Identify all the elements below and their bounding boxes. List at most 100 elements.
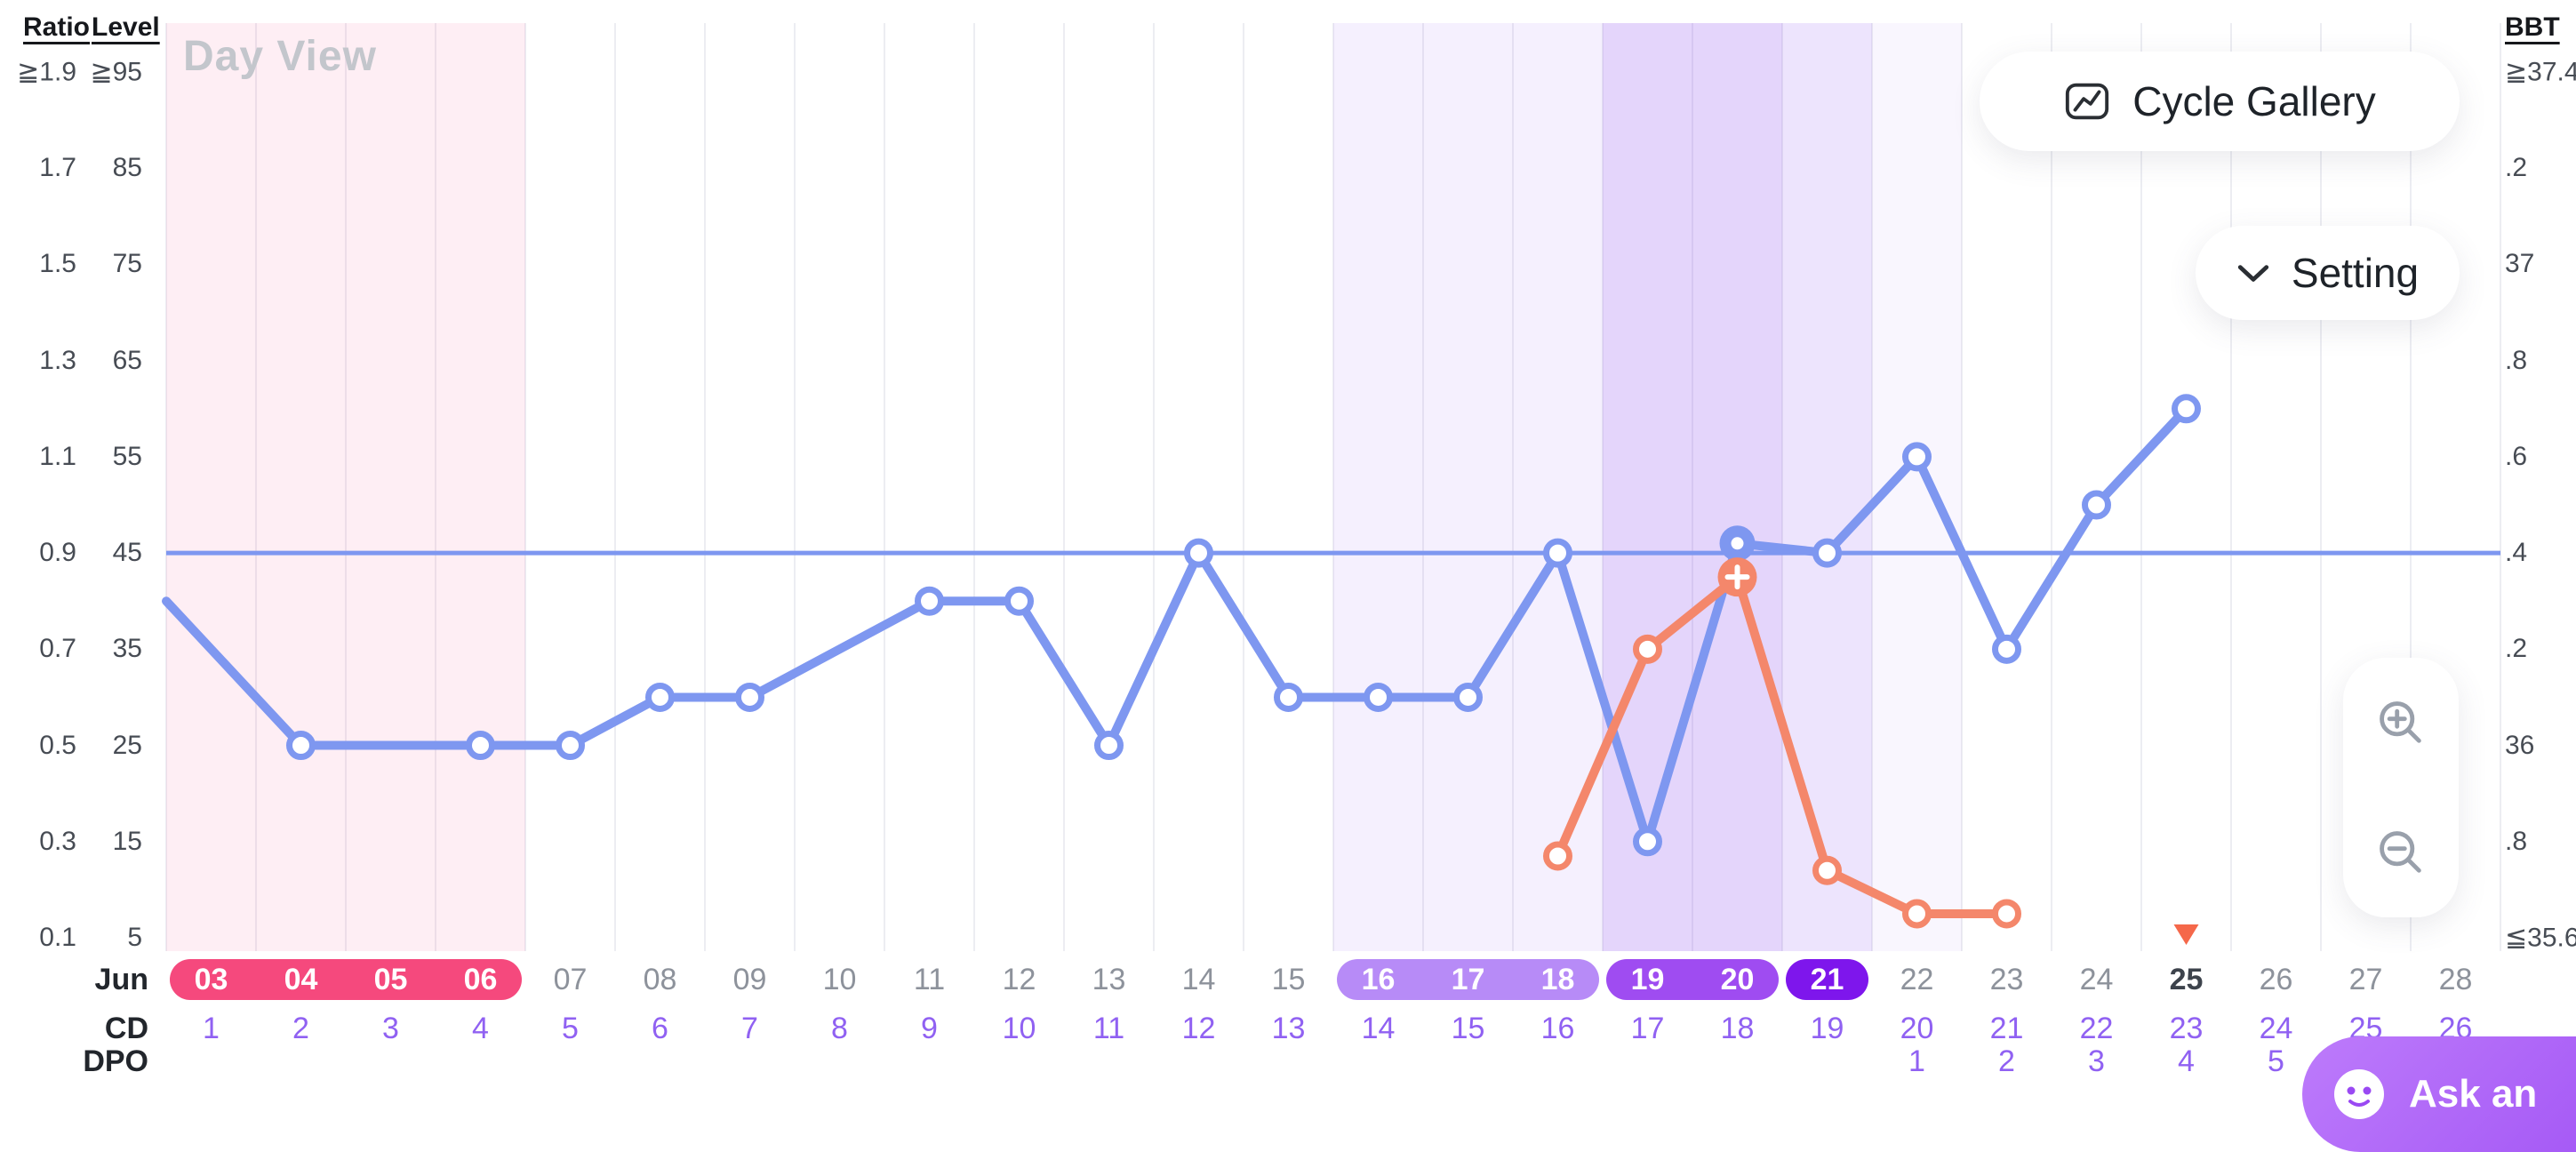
- chevron-down-icon: [2237, 265, 2269, 282]
- bbt-point[interactable]: [2172, 394, 2201, 424]
- day-cell-today[interactable]: 25: [2169, 963, 2204, 996]
- day-cell[interactable]: 11: [913, 963, 946, 996]
- cycle-day-cell: 11: [1092, 1012, 1125, 1045]
- dpo-cell: 2: [1998, 1044, 2015, 1078]
- peak-day-pill[interactable]: [1786, 959, 1868, 1000]
- bbt-point[interactable]: [1902, 442, 1932, 472]
- level-axis-title: Level: [92, 12, 160, 42]
- fertile-day-pill[interactable]: [1337, 959, 1599, 1000]
- ratio-tick: 0.5: [39, 730, 76, 760]
- day-cell[interactable]: 28: [2438, 963, 2473, 996]
- day-cell[interactable]: 16: [1361, 963, 1396, 996]
- ratio-point[interactable]: [1812, 855, 1842, 885]
- bbt-point[interactable]: [1543, 538, 1572, 568]
- ratio-point[interactable]: [1992, 899, 2021, 929]
- day-cell[interactable]: 07: [553, 963, 588, 996]
- bbt-point[interactable]: [1274, 682, 1303, 712]
- cycle-chart-page: { "palette": { "bbt_line": "#7e97f0", "r…: [0, 12, 2576, 1152]
- setting-label: Setting: [2291, 250, 2420, 296]
- bbt-tick: .2: [2505, 634, 2528, 664]
- ratio-tick: 0.7: [39, 634, 76, 664]
- bbt-tick: 36: [2505, 730, 2535, 760]
- cycle-day-cell: 16: [1540, 1012, 1575, 1045]
- level-tick: ≧95: [90, 57, 142, 87]
- day-cell[interactable]: 21: [1810, 963, 1844, 996]
- cycle-day-cell: 9: [921, 1012, 938, 1045]
- ratio-tick: ≧1.9: [17, 57, 76, 87]
- level-tick: 45: [112, 538, 142, 568]
- chart-canvas: [162, 23, 2501, 951]
- cycle-day-row: CD 1 2 3 4 5 6 7 8 9 10 11 12 13 14 15 16 17 18 19 20 21 22 23…: [0, 1011, 2576, 1046]
- day-cell[interactable]: 09: [732, 963, 767, 996]
- cycle-day-cell: 4: [472, 1012, 489, 1045]
- ratio-point[interactable]: [1633, 634, 1662, 664]
- setting-button[interactable]: Setting: [2196, 226, 2460, 320]
- day-cell[interactable]: 26: [2259, 963, 2293, 996]
- bbt-point[interactable]: [1453, 682, 1483, 712]
- level-tick: 55: [112, 441, 142, 471]
- cycle-gallery-button[interactable]: Cycle Gallery: [1980, 52, 2460, 151]
- bbt-point[interactable]: [1633, 827, 1662, 857]
- day-cell[interactable]: 04: [284, 963, 318, 996]
- ask-assistant-button[interactable]: Ask an: [2302, 1036, 2576, 1152]
- ratio-tick: 1.1: [39, 441, 76, 471]
- day-cell[interactable]: 15: [1271, 963, 1306, 996]
- day-cell[interactable]: 05: [373, 963, 408, 996]
- zoom-out-button[interactable]: [2372, 824, 2429, 881]
- day-cell[interactable]: 22: [1900, 963, 1934, 996]
- cycle-gallery-label: Cycle Gallery: [2132, 78, 2376, 124]
- day-cell[interactable]: 03: [194, 963, 228, 996]
- cycle-day-cell: 13: [1271, 1012, 1306, 1045]
- fertile-band: [1333, 23, 1603, 951]
- cycle-day-cell: 3: [382, 1012, 399, 1045]
- day-cell[interactable]: 17: [1451, 963, 1485, 996]
- zoom-in-button[interactable]: [2372, 694, 2429, 751]
- bbt-tick: .8: [2505, 345, 2528, 375]
- day-cell[interactable]: 27: [2348, 963, 2383, 996]
- day-cell[interactable]: 10: [822, 963, 857, 996]
- bbt-point[interactable]: [735, 682, 764, 712]
- cycle-day-cell: 1: [203, 1012, 220, 1045]
- day-cell[interactable]: 14: [1181, 963, 1216, 996]
- bbt-point[interactable]: [645, 682, 675, 712]
- bbt-point[interactable]: [2082, 490, 2111, 520]
- cycle-day-cell: 8: [831, 1012, 848, 1045]
- bbt-tick: ≧37.4: [2505, 57, 2576, 87]
- level-tick: 75: [112, 249, 142, 279]
- bbt-point[interactable]: [556, 731, 585, 761]
- day-cell[interactable]: 20: [1720, 963, 1755, 996]
- ratio-point[interactable]: [1543, 841, 1572, 871]
- day-cell[interactable]: 06: [463, 963, 498, 996]
- day-cell[interactable]: 23: [1989, 963, 2024, 996]
- ask-assistant-label: Ask an: [2409, 1072, 2538, 1116]
- bbt-tick: .6: [2505, 441, 2528, 471]
- bbt-point[interactable]: [1364, 682, 1393, 712]
- day-cell[interactable]: 13: [1092, 963, 1126, 996]
- cycle-day-cell: 2: [292, 1012, 309, 1045]
- bbt-point[interactable]: [1812, 538, 1842, 568]
- level-tick: 5: [127, 923, 142, 952]
- day-cell[interactable]: 24: [2079, 963, 2114, 996]
- date-row: Jun 03 04 05 06 07 08 09 10 11 12 13 14 15 16 17 18 19 20…: [0, 958, 2576, 1001]
- cycle-day-cell: 6: [652, 1012, 668, 1045]
- dpo-cell: 1: [1908, 1044, 1925, 1078]
- period-day-pill[interactable]: [170, 959, 522, 1000]
- level-tick: 35: [112, 634, 142, 664]
- day-cell[interactable]: 12: [1002, 963, 1036, 996]
- bbt-point[interactable]: [1992, 634, 2021, 664]
- bbt-point[interactable]: [1184, 538, 1213, 568]
- day-cell[interactable]: 18: [1540, 963, 1575, 996]
- bbt-point[interactable]: [915, 586, 944, 616]
- day-cell[interactable]: 08: [643, 963, 677, 996]
- bbt-point[interactable]: [466, 731, 495, 761]
- dpo-row-label: DPO: [83, 1044, 148, 1078]
- day-cell[interactable]: 19: [1630, 963, 1665, 996]
- cycle-day-cell: 23: [2169, 1012, 2204, 1045]
- bbt-point[interactable]: [286, 731, 316, 761]
- high-day-pill[interactable]: [1606, 959, 1779, 1000]
- ratio-point[interactable]: [1902, 899, 1932, 929]
- cycle-day-cell: 21: [1989, 1012, 2024, 1045]
- bbt-point[interactable]: [1004, 586, 1034, 616]
- bbt-point[interactable]: [1094, 731, 1124, 761]
- peak-band: [1782, 23, 1872, 951]
